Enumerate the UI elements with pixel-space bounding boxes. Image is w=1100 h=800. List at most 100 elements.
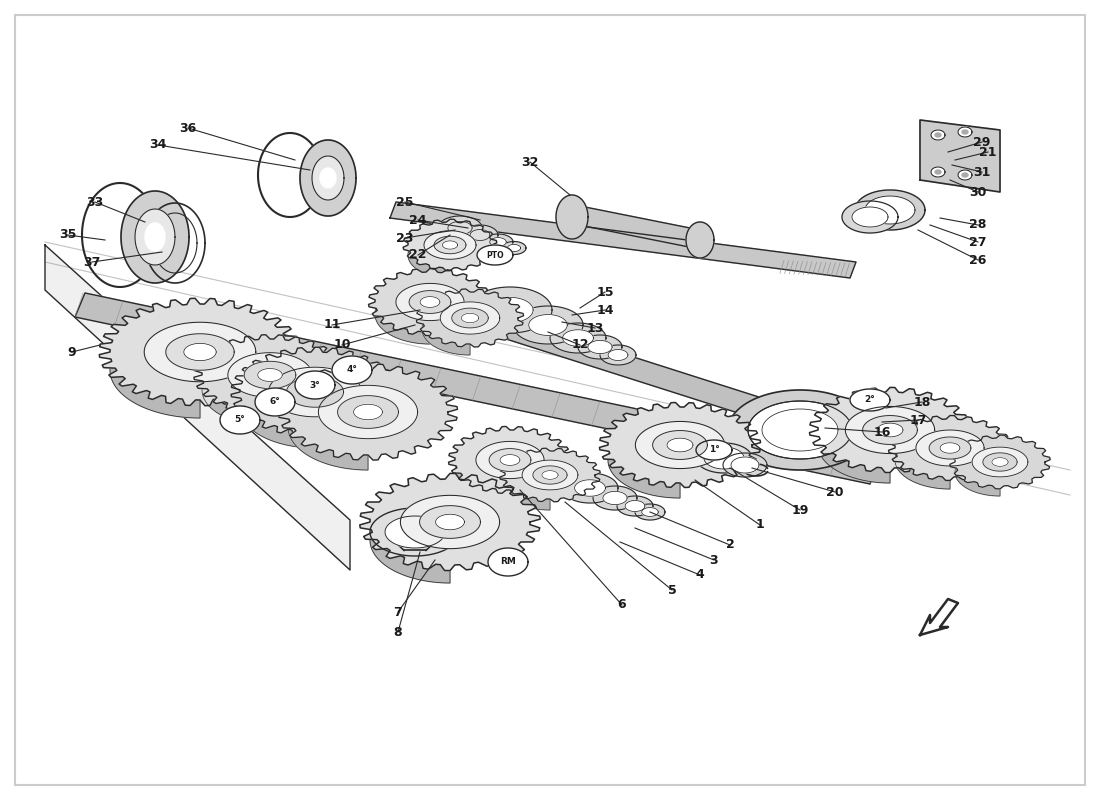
Polygon shape: [490, 449, 531, 471]
Polygon shape: [652, 430, 707, 459]
Polygon shape: [920, 599, 958, 635]
Text: 23: 23: [396, 231, 414, 245]
Text: 10: 10: [333, 338, 351, 351]
Polygon shape: [442, 241, 458, 249]
Polygon shape: [300, 140, 356, 216]
Text: 36: 36: [179, 122, 197, 134]
Polygon shape: [461, 314, 478, 322]
Polygon shape: [865, 196, 915, 224]
Polygon shape: [608, 350, 628, 361]
Polygon shape: [400, 495, 499, 549]
Text: 4°: 4°: [346, 366, 358, 374]
Polygon shape: [667, 438, 693, 452]
Polygon shape: [500, 454, 520, 466]
Text: 5: 5: [668, 583, 676, 597]
Polygon shape: [842, 201, 898, 233]
Polygon shape: [550, 323, 606, 353]
Polygon shape: [370, 479, 450, 583]
Polygon shape: [762, 409, 838, 451]
Text: 18: 18: [913, 395, 931, 409]
Polygon shape: [476, 442, 544, 478]
Polygon shape: [529, 314, 568, 335]
Polygon shape: [409, 290, 451, 314]
Text: 31: 31: [974, 166, 991, 178]
Polygon shape: [145, 223, 165, 251]
Polygon shape: [448, 222, 472, 234]
Polygon shape: [686, 222, 714, 258]
Polygon shape: [852, 207, 888, 227]
Polygon shape: [889, 415, 1011, 481]
Text: 5°: 5°: [234, 415, 245, 425]
Polygon shape: [449, 426, 572, 494]
Polygon shape: [850, 389, 890, 411]
Text: 11: 11: [323, 318, 341, 331]
Polygon shape: [288, 369, 368, 470]
Polygon shape: [278, 364, 458, 460]
Polygon shape: [855, 190, 925, 230]
Polygon shape: [617, 496, 653, 516]
Text: 26: 26: [969, 254, 987, 266]
Polygon shape: [332, 356, 372, 384]
Polygon shape: [962, 130, 968, 134]
Text: 20: 20: [826, 486, 844, 498]
Text: 17: 17: [910, 414, 926, 426]
Polygon shape: [244, 362, 296, 389]
Text: 13: 13: [586, 322, 604, 334]
Polygon shape: [408, 222, 450, 278]
Polygon shape: [121, 191, 189, 283]
Polygon shape: [972, 447, 1027, 477]
Polygon shape: [818, 392, 890, 483]
Polygon shape: [166, 334, 234, 370]
Polygon shape: [955, 438, 1000, 496]
Polygon shape: [635, 504, 666, 520]
Polygon shape: [625, 501, 645, 511]
Polygon shape: [570, 204, 704, 250]
Text: 35: 35: [59, 229, 77, 242]
Polygon shape: [935, 133, 940, 137]
Polygon shape: [696, 440, 732, 460]
Polygon shape: [483, 234, 513, 250]
Text: RM: RM: [500, 558, 516, 566]
Text: 37: 37: [84, 255, 101, 269]
Text: 29: 29: [974, 135, 991, 149]
Polygon shape: [556, 195, 588, 239]
Text: 3: 3: [710, 554, 718, 566]
Polygon shape: [810, 387, 970, 473]
Polygon shape: [417, 289, 524, 347]
Polygon shape: [231, 347, 399, 437]
Polygon shape: [502, 242, 526, 254]
Text: 12: 12: [571, 338, 588, 351]
Polygon shape: [593, 486, 637, 510]
Polygon shape: [992, 458, 1008, 466]
Polygon shape: [255, 388, 295, 416]
Polygon shape: [522, 460, 578, 490]
Polygon shape: [940, 442, 960, 454]
Polygon shape: [370, 508, 460, 556]
Text: 9: 9: [68, 346, 76, 358]
Polygon shape: [862, 415, 917, 445]
Polygon shape: [728, 390, 872, 470]
Polygon shape: [587, 341, 612, 354]
Polygon shape: [477, 245, 513, 265]
Polygon shape: [846, 406, 935, 454]
Text: 28: 28: [969, 218, 987, 231]
Polygon shape: [75, 293, 880, 484]
Polygon shape: [436, 514, 464, 530]
Polygon shape: [240, 352, 315, 448]
Polygon shape: [470, 230, 490, 241]
Polygon shape: [490, 238, 506, 246]
Polygon shape: [144, 322, 256, 382]
Text: 2: 2: [726, 538, 735, 551]
Polygon shape: [220, 406, 260, 434]
Polygon shape: [488, 548, 528, 576]
Text: 27: 27: [969, 235, 987, 249]
Text: 8: 8: [394, 626, 403, 638]
Text: 22: 22: [409, 249, 427, 262]
Polygon shape: [390, 202, 856, 278]
Polygon shape: [877, 423, 903, 437]
Polygon shape: [916, 430, 984, 466]
Polygon shape: [135, 209, 175, 265]
Text: 7: 7: [394, 606, 403, 618]
Polygon shape: [353, 404, 383, 420]
Polygon shape: [438, 216, 482, 240]
